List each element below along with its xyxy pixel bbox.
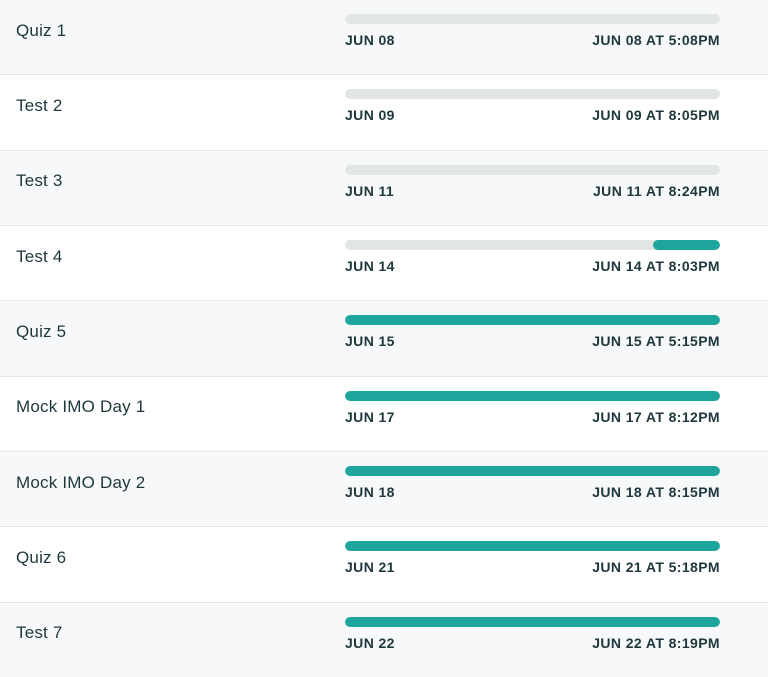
assignment-row[interactable]: Mock IMO Day 1 JUN 17 JUN 17 AT 8:12PM [0,375,768,451]
assignment-dates: JUN 11 JUN 11 AT 8:24PM [345,183,720,199]
assignment-dates: JUN 08 JUN 08 AT 5:08PM [345,32,720,48]
assignment-timeline: JUN 22 JUN 22 AT 8:19PM [345,616,720,651]
start-date-label: JUN 22 [345,634,395,651]
assignment-dates: JUN 18 JUN 18 AT 8:15PM [345,484,720,500]
assignment-row[interactable]: Quiz 6 JUN 21 JUN 21 AT 5:18PM [0,526,768,602]
end-date-label: JUN 09 AT 8:05PM [592,107,720,124]
assignment-row[interactable]: Test 2 JUN 09 JUN 09 AT 8:05PM [0,74,768,150]
end-date-label: JUN 22 AT 8:19PM [592,634,720,651]
assignment-title: Quiz 1 [16,20,67,40]
start-date-label: JUN 11 [345,182,395,199]
progress-track [345,616,720,627]
assignment-row[interactable]: Mock IMO Day 2 JUN 18 JUN 18 AT 8:15PM [0,450,768,527]
assignment-title: Mock IMO Day 1 [16,397,146,417]
progress-track [345,89,720,100]
assignment-dates: JUN 15 JUN 15 AT 5:15PM [345,333,720,349]
end-date-label: JUN 08 AT 5:08PM [592,32,720,48]
start-date-label: JUN 09 [345,107,395,124]
assignment-timeline: JUN 08 JUN 08 AT 5:08PM [345,14,720,48]
assignment-timeline: JUN 09 JUN 09 AT 8:05PM [345,89,720,123]
start-date-label: JUN 18 [345,483,395,500]
assignment-dates: JUN 17 JUN 17 AT 8:12PM [345,409,720,425]
assignment-row[interactable]: Quiz 5 JUN 15 JUN 15 AT 5:15PM [0,300,768,376]
start-date-label: JUN 08 [345,32,395,48]
assignment-timeline: JUN 18 JUN 18 AT 8:15PM [345,465,720,500]
assignment-title: Quiz 5 [16,321,67,341]
end-date-label: JUN 18 AT 8:15PM [592,483,720,500]
start-date-label: JUN 14 [345,257,395,274]
assignment-title: Test 7 [16,623,63,643]
assignment-timeline: JUN 14 JUN 14 AT 8:03PM [345,239,720,274]
progress-fill [345,315,720,326]
assignment-timeline: JUN 21 JUN 21 AT 5:18PM [345,541,720,575]
progress-fill [652,239,720,250]
progress-track [345,465,720,476]
assignment-row[interactable]: Test 3 JUN 11 JUN 11 AT 8:24PM [0,149,768,225]
start-date-label: JUN 21 [345,559,395,576]
end-date-label: JUN 17 AT 8:12PM [592,408,720,425]
assignment-dates: JUN 21 JUN 21 AT 5:18PM [345,559,720,575]
progress-track [345,541,720,552]
progress-fill [345,390,720,401]
progress-track [345,315,720,326]
assignment-dates: JUN 22 JUN 22 AT 8:19PM [345,635,720,651]
progress-track [345,239,720,250]
end-date-label: JUN 15 AT 5:15PM [592,333,720,350]
assignment-row[interactable]: Quiz 1 JUN 08 JUN 08 AT 5:08PM [0,0,768,75]
progress-track [345,390,720,401]
assignment-title: Quiz 6 [16,547,67,567]
assignment-title: Test 3 [16,171,63,191]
start-date-label: JUN 17 [345,408,395,425]
assignment-timeline: JUN 15 JUN 15 AT 5:15PM [345,315,720,349]
assignment-row[interactable]: Test 4 JUN 14 JUN 14 AT 8:03PM [0,224,768,301]
assignment-timeline: JUN 17 JUN 17 AT 8:12PM [345,390,720,425]
assignment-title: Mock IMO Day 2 [16,472,146,492]
end-date-label: JUN 14 AT 8:03PM [592,257,720,274]
assignment-dates: JUN 14 JUN 14 AT 8:03PM [345,258,720,274]
progress-fill [345,541,720,552]
progress-fill [345,616,720,627]
end-date-label: JUN 11 AT 8:24PM [593,182,720,199]
progress-track [345,14,720,24]
end-date-label: JUN 21 AT 5:18PM [592,559,720,576]
start-date-label: JUN 15 [345,333,395,350]
progress-track [345,164,720,175]
assignment-title: Test 2 [16,95,63,115]
assignment-row[interactable]: Test 7 JUN 22 JUN 22 AT 8:19PM [0,601,768,677]
assignment-timeline: JUN 11 JUN 11 AT 8:24PM [345,164,720,199]
assignment-title: Test 4 [16,246,63,266]
progress-fill [345,465,720,476]
assignment-dates: JUN 09 JUN 09 AT 8:05PM [345,107,720,123]
